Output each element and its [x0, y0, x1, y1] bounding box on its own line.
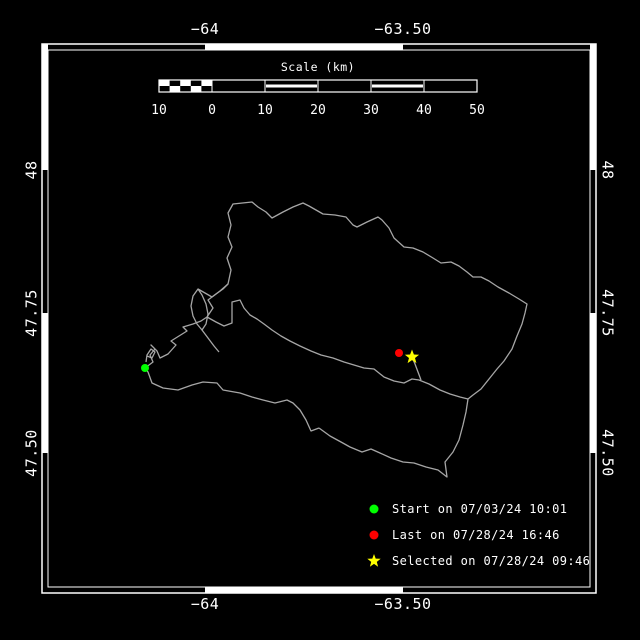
legend-marker-circle [369, 504, 379, 514]
legend-label-start: Start on 07/03/24 10:01 [392, 502, 568, 516]
legend-marker-star [367, 554, 381, 567]
right-axis-label: 47.75 [598, 289, 617, 337]
drifter-track [201, 329, 220, 353]
frame-band-right [590, 313, 596, 453]
legend-label-last: Last on 07/28/24 16:46 [392, 528, 560, 542]
bottom-axis-label: −63.50 [374, 595, 432, 613]
scalebar-checker-cell [180, 80, 191, 86]
right-axis-label: 47.50 [598, 429, 617, 477]
drifter-track [144, 367, 320, 432]
bottom-axis-label: −64 [190, 595, 220, 613]
scalebar-tick-label: 10 [257, 103, 273, 118]
scalebar-tick-label: 10 [151, 103, 167, 118]
top-axis-label: −63.50 [374, 20, 432, 38]
scalebar-tick-label: 0 [208, 103, 216, 118]
right-axis-label: 48 [598, 160, 617, 180]
frame-band-bottom [205, 587, 403, 593]
frame-band-left [42, 313, 48, 453]
scalebar-stripe [372, 84, 423, 88]
drifter-track [206, 299, 469, 400]
top-axis-label: −64 [190, 20, 220, 38]
drifter-track [144, 201, 528, 400]
frame-band-left [42, 44, 48, 170]
scalebar-checker-cell [201, 80, 212, 86]
frame-band-top [205, 44, 403, 50]
left-axis-label: 48 [22, 160, 41, 180]
start-marker [141, 364, 149, 372]
frame-band-right [590, 44, 596, 170]
last-marker [395, 349, 403, 357]
left-axis-label: 47.75 [22, 289, 41, 337]
drifter-track [145, 348, 156, 363]
scalebar-checker-cell [169, 86, 181, 92]
scalebar-tick-label: 20 [310, 103, 326, 118]
scalebar-title: Scale (km) [280, 60, 356, 74]
drifter-track [190, 283, 229, 331]
selected-marker [404, 349, 420, 364]
scalebar-checker-cell [159, 80, 170, 86]
left-axis-label: 47.50 [22, 429, 41, 477]
scalebar-tick-label: 50 [469, 103, 485, 118]
scalebar-checker-cell [190, 86, 202, 92]
legend-marker-circle [369, 530, 379, 540]
scalebar-stripe [266, 84, 317, 88]
drifter-track [318, 398, 469, 478]
scalebar-tick-label: 40 [416, 103, 432, 118]
scalebar-tick-label: 30 [363, 103, 379, 118]
legend-label-selected: Selected on 07/28/24 09:46 [392, 554, 591, 568]
